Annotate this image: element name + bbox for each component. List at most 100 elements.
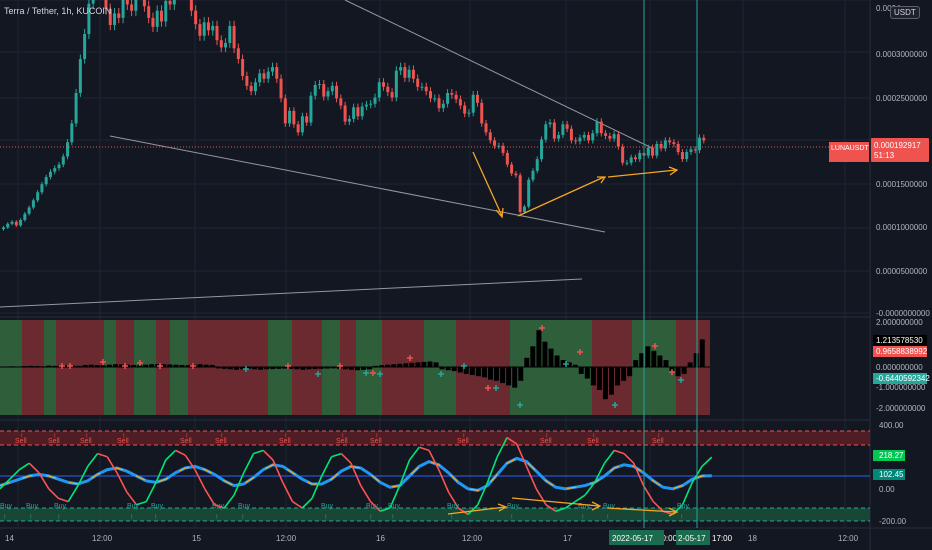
buy-signal-label: Buy [677, 503, 690, 510]
candle-body [347, 118, 351, 122]
candle-body [377, 82, 381, 98]
arrow-osc-2 [511, 497, 600, 507]
osc1-value-badge [873, 346, 927, 357]
candle-body [117, 13, 121, 18]
osc1-bar [185, 365, 191, 367]
osc1-bar [330, 367, 336, 369]
oscillator-1-axis[interactable]: 2.000000000 1.213578530 0.9658838992 0.0000… [873, 318, 930, 413]
osc1-bar [481, 367, 487, 378]
osc1-bar [94, 365, 100, 367]
candle-body [266, 71, 270, 79]
osc1-bar [421, 361, 427, 367]
oscillator-2-axis[interactable]: 400.00 218.27 102.45 0.00 -200.00 [873, 421, 907, 526]
osc1-bar [633, 360, 639, 367]
time-tick-label: 17 [563, 534, 572, 543]
osc1-bar [681, 367, 687, 374]
osc1-bar [342, 367, 348, 370]
osc2-main-segment [126, 491, 138, 506]
buy-signal-tick: ! [131, 515, 133, 521]
candle-body [215, 25, 219, 41]
sell-signal-label: Sell [279, 438, 291, 445]
osc1-bar [639, 353, 645, 367]
oscillator-1-histogram[interactable] [0, 330, 710, 400]
osc2-main-segment [194, 469, 206, 490]
candle-body [458, 99, 462, 106]
candle-body [493, 140, 497, 146]
candle-body [292, 110, 296, 125]
osc1-bar [276, 367, 282, 369]
osc1-tick-label: 2.000000000 [876, 318, 923, 327]
candlestick-series[interactable] [2, 0, 706, 231]
osc2-main-segment [19, 462, 30, 471]
candle-body [91, 0, 95, 4]
sell-signal-label: Sell [117, 438, 129, 445]
sell-signal-label: Sell [457, 438, 469, 445]
arrow-osc-3 [606, 507, 677, 513]
candle-body [130, 4, 134, 11]
currency-badge[interactable]: USDT [890, 6, 920, 19]
candle-body [522, 206, 526, 212]
osc2-value-badge [873, 450, 905, 461]
arrowhead-up-1 [597, 176, 607, 184]
candle-body [574, 140, 578, 142]
candle-body [407, 69, 411, 78]
candle-body [471, 94, 475, 113]
candle-body [399, 67, 403, 71]
candle-body [360, 106, 364, 117]
trendline-lower[interactable] [109, 135, 606, 233]
last-price-badge[interactable] [871, 138, 929, 162]
trendline-support[interactable] [0, 278, 583, 308]
time-highlight-2[interactable] [676, 530, 710, 545]
sell-signal-tick: ! [86, 434, 88, 440]
candle-body [14, 221, 18, 226]
candle-body [672, 142, 676, 144]
candle-body [450, 93, 454, 95]
osc2-main-segment [204, 488, 216, 506]
oscillator-2-lines[interactable] [0, 436, 713, 516]
osc1-bar [246, 367, 251, 369]
candle-body [87, 3, 91, 34]
osc1-bar [693, 353, 699, 367]
candle-body [411, 69, 415, 79]
osc1-bar [457, 367, 463, 373]
candle-body [108, 8, 112, 26]
osc1-bar [215, 367, 221, 369]
osc2-main-segment [282, 482, 294, 502]
candle-body [189, 0, 193, 11]
annotation-arrows[interactable] [447, 151, 679, 517]
sell-signal-tick: ! [342, 434, 344, 440]
candle-body [271, 67, 275, 72]
osc1-bar [512, 367, 518, 388]
osc1-bar [572, 364, 578, 367]
osc2-main-segment [9, 469, 21, 480]
candle-body [369, 103, 373, 105]
candle-body [676, 143, 680, 153]
osc1-bar [530, 346, 536, 367]
candle-body [70, 123, 74, 143]
candle-body [283, 98, 287, 124]
time-tick-label: 10:00 [657, 534, 678, 543]
price-axis[interactable]: 0.0004 0.0003000000 0.0002500000 0.00015000… [876, 4, 930, 318]
buy-signal-tick: ! [392, 515, 394, 521]
time-highlight-1[interactable] [609, 530, 664, 545]
candle-body [663, 140, 667, 149]
osc1-bar [500, 367, 506, 384]
buy-signal-label: Buy [366, 503, 379, 510]
osc1-bar [657, 355, 663, 367]
buy-signal-tick: ! [58, 515, 60, 521]
sell-signal-tick: ! [54, 434, 56, 440]
candle-body [78, 59, 82, 94]
osc1-bar [28, 365, 34, 367]
osc1-bar [379, 365, 385, 367]
osc1-bar [143, 364, 149, 367]
candle-body [296, 124, 300, 133]
osc2-main-segment [380, 507, 391, 512]
candle-body [595, 121, 599, 134]
symbol-badge[interactable] [829, 142, 869, 162]
osc1-bar [221, 367, 227, 369]
osc1-bar [488, 367, 493, 380]
osc1-bar [590, 367, 596, 386]
time-axis[interactable]: 14 12:00 15 12:00 16 12:00 17 10:00 17:00 18 12:00 [5, 534, 859, 543]
osc1-bar [451, 367, 457, 372]
